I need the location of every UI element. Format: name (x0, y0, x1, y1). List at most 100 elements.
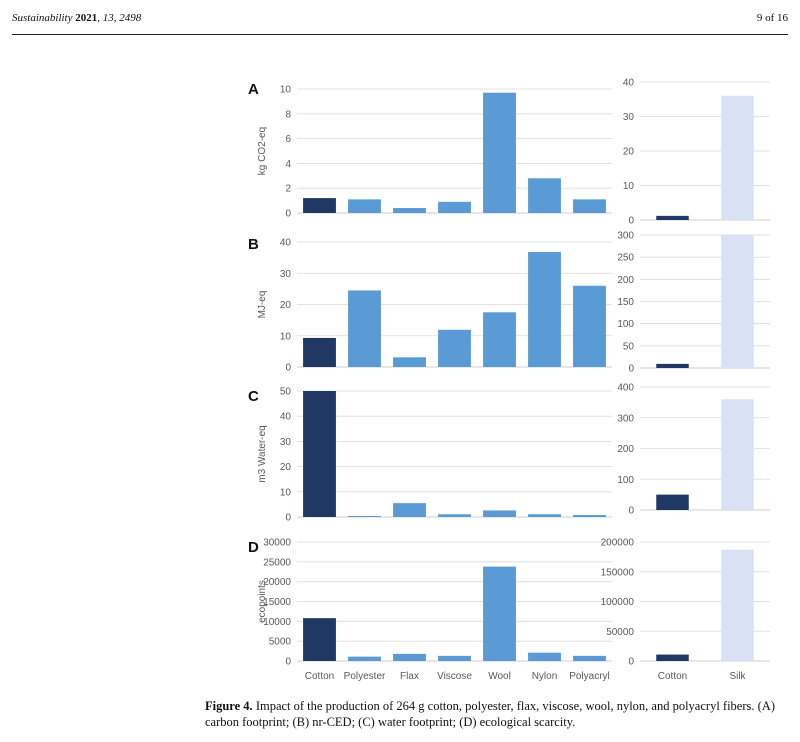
panel-a-y-tick-label: 40 (623, 78, 635, 89)
panel-b-y-tick-label: 30 (280, 269, 292, 280)
panel-b-y-tick-label: 0 (628, 364, 634, 375)
bar-a-cotton (303, 198, 336, 213)
page-header: Sustainability 2021, 13, 2498 9 of 16 (12, 12, 788, 35)
x-tick-label-viscose: Viscose (437, 671, 472, 682)
panel-a-y-tick-label: 10 (623, 181, 635, 192)
journal-volume: 13 (102, 12, 114, 24)
bar-a-cotton (656, 215, 689, 220)
x-tick-label-nylon: Nylon (532, 671, 558, 682)
bar-a-polyester (348, 199, 381, 213)
figure-label: Figure 4. (205, 699, 253, 713)
panel-a-y-tick-label: 0 (285, 209, 291, 220)
panel-c-y-tick-label: 100 (617, 475, 634, 486)
x-tick-label-polyester: Polyester (344, 671, 386, 682)
panel-d-y-tick-label: 100000 (601, 597, 635, 608)
bar-d-polyacryl (573, 655, 606, 661)
bar-b-silk (721, 235, 754, 368)
panel-b-y-tick-label: 100 (617, 319, 634, 330)
bar-b-nylon (528, 252, 561, 367)
bar-b-wool (483, 312, 516, 367)
journal-citation: Sustainability 2021, 13, 2498 (12, 12, 142, 24)
panel-a-y-tick-label: 6 (285, 134, 291, 145)
bar-c-viscose (438, 514, 471, 517)
bar-b-flax (393, 357, 426, 367)
bar-d-polyester (348, 656, 381, 661)
panel-d-y-tick-label: 150000 (601, 567, 635, 578)
bar-b-polyacryl (573, 285, 606, 367)
panel-c-y-axis-title: m3 Water-eq (257, 425, 268, 482)
panel-b-label: B (248, 236, 259, 253)
bar-a-silk (721, 95, 754, 220)
panel-c-y-tick-label: 10 (280, 487, 292, 498)
panel-d-y-tick-label: 20000 (263, 577, 291, 588)
bar-a-flax (393, 208, 426, 213)
bar-c-cotton (303, 391, 336, 517)
bar-c-polyester (348, 515, 381, 517)
bar-d-wool (483, 566, 516, 661)
bar-c-silk (721, 399, 754, 510)
bar-a-wool (483, 92, 516, 213)
panel-c-y-tick-label: 30 (280, 437, 292, 448)
x-tick-label-silk: Silk (729, 671, 746, 682)
panel-b-y-axis-title: MJ-eq (257, 291, 268, 319)
bar-c-cotton (656, 494, 689, 510)
panel-d-y-tick-label: 30000 (263, 538, 291, 549)
panel-d-label: D (248, 539, 259, 556)
panel-a-y-tick-label: 2 (285, 184, 291, 195)
panel-b-y-tick-label: 300 (617, 231, 634, 242)
bar-d-silk (721, 549, 754, 661)
panel-d-y-tick-label: 10000 (263, 617, 291, 628)
panel-d-y-tick-label: 50000 (606, 627, 634, 638)
panel-d-y-tick-label: 15000 (263, 597, 291, 608)
panel-b-y-tick-label: 10 (280, 331, 292, 342)
bar-c-nylon (528, 514, 561, 517)
page-number: 9 of 16 (756, 12, 788, 24)
x-tick-label-flax: Flax (400, 671, 419, 682)
panel-b-y-tick-label: 40 (280, 238, 292, 249)
panel-c-y-tick-label: 200 (617, 444, 634, 455)
panel-a-y-tick-label: 0 (628, 216, 634, 227)
panel-c-label: C (248, 388, 259, 405)
journal-year: 2021 (75, 12, 98, 24)
panel-c-y-tick-label: 0 (285, 513, 291, 524)
bar-d-viscose (438, 655, 471, 661)
panel-a-y-tick-label: 30 (623, 112, 635, 123)
bar-d-cotton (303, 618, 336, 661)
panel-a-y-axis-title: kg CO2-eq (257, 127, 268, 175)
bar-c-flax (393, 503, 426, 517)
bar-b-cotton (656, 363, 689, 368)
caption-text: Impact of the production of 264 g cotton… (205, 699, 775, 729)
panel-d-y-tick-label: 200000 (601, 538, 635, 549)
panel-c-y-tick-label: 0 (628, 506, 634, 517)
panel-b-y-tick-label: 150 (617, 297, 634, 308)
x-tick-label-cotton: Cotton (658, 671, 687, 682)
figure-caption: Figure 4. Impact of the production of 26… (205, 698, 780, 730)
bar-b-polyester (348, 290, 381, 367)
panel-c-y-tick-label: 400 (617, 383, 634, 394)
journal-name: Sustainability (12, 12, 73, 24)
x-tick-label-wool: Wool (488, 671, 511, 682)
panel-c-y-tick-label: 20 (280, 462, 292, 473)
panel-a-y-tick-label: 4 (285, 159, 291, 170)
x-tick-label-polyacryl: Polyacryl (569, 671, 610, 682)
panel-a-y-tick-label: 20 (623, 147, 635, 158)
x-tick-label-cotton: Cotton (305, 671, 334, 682)
panel-d-y-axis-title: ecopoints (257, 580, 268, 623)
panel-b-y-tick-label: 250 (617, 253, 634, 264)
panel-a-label: A (248, 81, 259, 98)
panel-c-y-tick-label: 50 (280, 387, 292, 398)
article-number: 2498 (119, 12, 142, 24)
bar-b-viscose (438, 329, 471, 367)
panel-b-y-tick-label: 50 (623, 341, 635, 352)
bar-a-nylon (528, 178, 561, 213)
panel-a-y-tick-label: 10 (280, 85, 292, 96)
bar-d-nylon (528, 652, 561, 661)
panel-c-y-tick-label: 40 (280, 412, 292, 423)
panel-b-y-tick-label: 20 (280, 300, 292, 311)
bar-b-cotton (303, 337, 336, 367)
panel-a-y-tick-label: 8 (285, 109, 291, 120)
bar-d-flax (393, 653, 426, 661)
bar-d-cotton (656, 654, 689, 661)
panel-d-y-tick-label: 0 (285, 657, 291, 668)
